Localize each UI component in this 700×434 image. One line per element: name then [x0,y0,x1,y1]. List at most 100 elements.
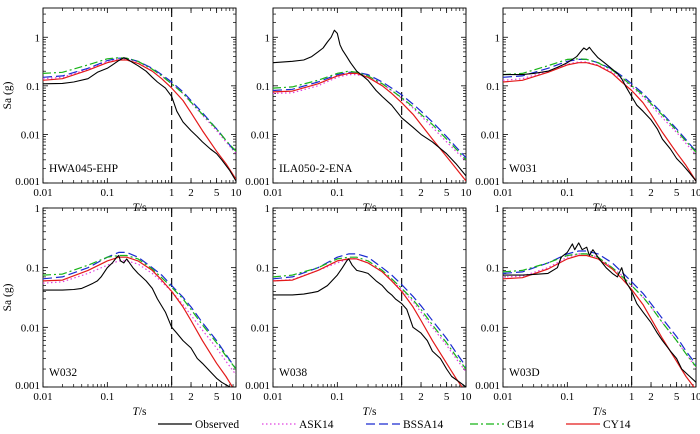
legend: Observed ASK14 BSSA14 CB14 CY14 [158,419,631,431]
y-tick-label: 0.001 [15,380,40,392]
x-tick-label: 0.1 [100,391,114,403]
series-line-ask14 [503,61,696,156]
station-label: W038 [279,367,307,379]
y-tick-label: 0.01 [481,322,500,334]
x-tick-label: 0.1 [330,187,344,199]
x-axis-label: T/s [362,406,377,418]
x-axis-label-symbol: T [132,406,140,418]
series-line-ask14 [503,253,696,369]
x-axis-label: T/s [132,406,147,418]
legend-label: BSSA14 [403,419,444,431]
legend-label: ASK14 [299,419,334,431]
legend-label: Observed [195,419,239,431]
x-axis-label-unit: /s [369,406,377,418]
y-tick-label: 0.1 [486,81,500,93]
y-tick-label: 0.1 [256,81,270,93]
station-label: W032 [49,367,77,379]
x-tick-label: 2 [188,391,194,403]
y-tick-label: 0.01 [251,322,270,334]
x-tick-label: 2 [648,391,654,403]
y-tick-label: 0.01 [251,129,270,141]
x-tick-label: 5 [444,187,450,199]
x-tick-label: 1 [629,391,635,403]
legend-label: CY14 [603,419,631,431]
y-tick-label: 0.001 [475,380,500,392]
series-line-ask14 [273,258,466,373]
x-tick-label: 5 [214,391,220,403]
x-tick-label: 0.01 [263,391,282,403]
y-tick-label: 1 [35,203,41,215]
series-line-observed [503,46,696,182]
spectrum-panel-1: 0.01 0.1 1 2 5 100.0010.010.11HWA045-EHPT/sSa… [2,7,242,214]
series-line-bssa14 [43,57,236,154]
y-tick-label: 0.001 [475,176,500,188]
y-tick-label: 0.1 [256,263,270,275]
series-line-observed [43,57,236,182]
x-tick-label: 0.01 [33,391,52,403]
x-tick-label: 1 [399,187,405,199]
y-tick-label: 0.1 [26,263,40,275]
x-tick-label: 1 [399,391,405,403]
y-tick-label: 0.01 [481,129,500,141]
series-line-observed [273,258,466,387]
y-tick-label: 0.001 [245,380,270,392]
plot-frame [42,7,237,184]
series-line-bssa14 [503,250,696,365]
y-tick-label: 0.1 [486,263,500,275]
y-tick-label: 0.001 [15,176,40,188]
station-label: ILA050-2-ENA [279,163,353,175]
x-tick-label: 0.1 [560,391,574,403]
x-tick-label: 2 [418,391,424,403]
x-axis-label-unit: /s [599,406,607,418]
station-label: W031 [509,163,537,175]
legend-item-cb14: CB14 [470,419,534,431]
series-line-cb14 [43,57,236,152]
x-tick-label: 1 [169,187,175,199]
plot-frame [272,207,467,388]
series-line-cy14 [503,62,696,182]
x-tick-label: 5 [674,187,680,199]
series-line-observed [503,242,696,383]
series-line-bssa14 [43,251,236,370]
series-line-observed [273,29,466,177]
series-line-observed [43,254,236,387]
x-tick-label: 10 [231,391,243,403]
x-axis-label-unit: /s [139,406,147,418]
x-axis-label-symbol: T [592,406,600,418]
legend-item-bssa14: BSSA14 [366,419,444,431]
y-tick-label: 0.01 [21,322,40,334]
x-tick-label: 0.01 [493,187,512,199]
station-label: HWA045-EHP [49,163,118,175]
x-axis-label-symbol: T [362,406,370,418]
y-tick-label: 1 [265,203,271,215]
series-line-cy14 [43,59,236,180]
x-tick-label: 5 [674,391,680,403]
y-axis-label: Sa (g) [2,283,14,311]
series-line-cb14 [43,254,236,370]
x-tick-label: 10 [461,391,473,403]
x-tick-label: 0.1 [560,187,574,199]
y-tick-label: 1 [265,32,271,44]
plot-frame [272,7,467,184]
x-tick-label: 10 [461,187,473,199]
series-line-cy14 [273,258,463,387]
x-tick-label: 0.01 [493,391,512,403]
x-tick-label: 10 [691,187,700,199]
y-tick-label: 0.1 [26,81,40,93]
y-tick-label: 0.001 [245,176,270,188]
y-tick-label: 1 [495,203,501,215]
x-tick-label: 2 [188,187,194,199]
legend-item-cy14: CY14 [566,419,631,431]
legend-label: CB14 [507,419,534,431]
plot-frame [42,207,237,388]
x-tick-label: 1 [629,187,635,199]
series-line-bssa14 [273,71,466,159]
x-tick-label: 5 [444,391,450,403]
series-line-bssa14 [273,253,466,367]
y-axis-label: Sa (g) [2,81,14,109]
